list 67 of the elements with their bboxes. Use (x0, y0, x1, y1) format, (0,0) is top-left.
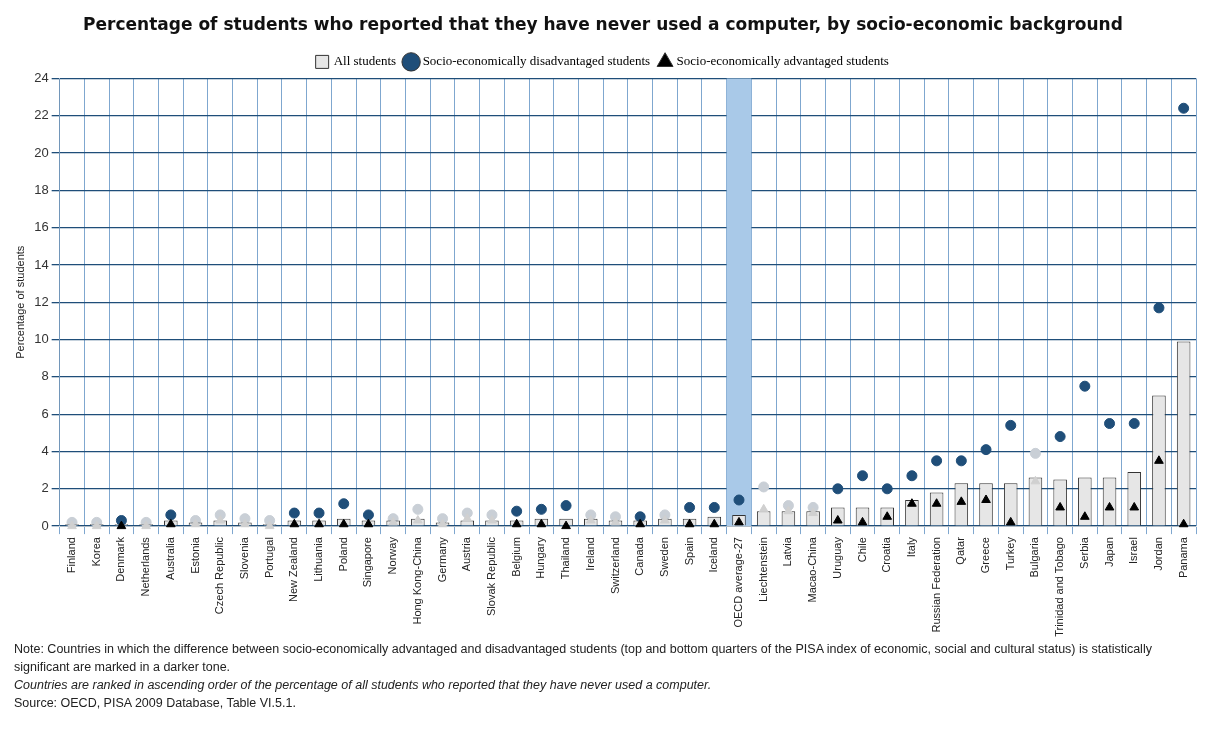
x-tick-label: Croatia (880, 536, 893, 573)
x-tick-label: Denmark (114, 536, 127, 582)
x-tick-label: New Zealand (287, 537, 300, 602)
text: Countries are ranked in ascending order of the percentage of all students who reported that they have never used a computer. (14, 677, 713, 695)
x-tick-label: OECD average-27 (732, 537, 745, 628)
chart-title: Percentage of students who reported that they have never used a computer, by socio-economic background (83, 13, 1123, 34)
legend-label: Socio-economically disadvantaged students (422, 53, 651, 69)
x-tick-label: Estonia (188, 536, 201, 574)
x-tick-label: Austria (460, 536, 473, 572)
x-tick-label: Serbia (1077, 536, 1090, 569)
source-note: Source: OECD, PISA 2009 Database, Table VI.5.1. (14, 695, 297, 713)
x-tick-label: Sweden (657, 537, 670, 577)
y-axis-title: Percentage of students (13, 245, 26, 359)
x-tick-label: Poland (336, 537, 349, 572)
x-tick-label: Greece (979, 537, 992, 574)
x-tick-label: Israel (1127, 537, 1140, 565)
legend-label: All students (333, 53, 397, 69)
x-tick-label: Macao-China (806, 536, 819, 603)
x-tick-label: Qatar (954, 536, 967, 565)
x-tick-label: Jordan (1151, 537, 1164, 571)
x-tick-label: Chile (855, 537, 868, 563)
x-tick-label: Panama (1176, 536, 1189, 579)
y-tick-label: 20 (34, 144, 49, 160)
y-tick-label: 14 (34, 256, 49, 272)
x-tick-label: Russian Federation (929, 537, 942, 633)
x-tick-label: Norway (386, 536, 399, 575)
x-tick-label: Iceland (707, 537, 720, 573)
x-tick-label: Germany (435, 536, 448, 583)
y-tick-label: 12 (34, 293, 49, 309)
x-tick-label: Slovak Republic (484, 536, 497, 616)
x-tick-label: Finland (65, 537, 78, 574)
x-tick-label: Hong Kong-China (410, 536, 423, 625)
y-tick-label: 6 (41, 405, 49, 421)
x-tick-label: Ireland (583, 537, 596, 571)
x-tick-label: Australia (163, 536, 176, 580)
x-tick-label: Portugal (262, 537, 275, 579)
y-tick-label: 4 (41, 443, 49, 459)
x-tick-label: Latvia (781, 536, 794, 567)
x-tick-label: Canada (633, 536, 646, 576)
x-tick-label: Japan (1102, 537, 1115, 568)
x-tick-label: Lithuania (312, 536, 325, 582)
legend-label: Socio-economically advantaged students (676, 53, 889, 69)
y-tick-label: 18 (34, 181, 49, 197)
x-tick-label: Uruguay (830, 536, 843, 579)
x-tick-label: Korea (89, 536, 102, 567)
y-tick-label: 0 (41, 517, 49, 533)
x-tick-label: Turkey (1003, 536, 1016, 571)
y-tick-label: 8 (41, 368, 49, 384)
x-tick-label: Switzerland (608, 537, 621, 594)
y-tick-label: 10 (34, 331, 49, 347)
x-tick-label: Thailand (559, 537, 572, 580)
text: Note: Countries in which the difference between socio-economically advantaged and disadvantaged students (top and bottom quarters of the PISA index of economic, social and cultural status) is statistically significant are marked in a darker tone. (14, 641, 1153, 677)
x-tick-label: Italy (904, 536, 917, 558)
x-tick-label: Czech Republic (213, 536, 226, 615)
x-tick-label: Slovenia (237, 536, 250, 580)
x-tick-label: Trinidad and Tobago (1053, 537, 1066, 637)
y-tick-label: 22 (34, 107, 49, 123)
x-tick-label: Belgium (509, 537, 522, 577)
x-tick-label: Spain (682, 537, 695, 566)
y-tick-label: 2 (41, 480, 49, 496)
x-tick-label: Liechtenstein (756, 537, 769, 602)
x-tick-label: Hungary (534, 536, 547, 579)
y-tick-label: 24 (34, 69, 49, 85)
y-tick-label: 16 (34, 219, 49, 235)
x-tick-label: Netherlands (139, 536, 152, 597)
x-tick-label: Singapore (361, 537, 374, 588)
x-tick-label: Bulgaria (1028, 536, 1041, 578)
